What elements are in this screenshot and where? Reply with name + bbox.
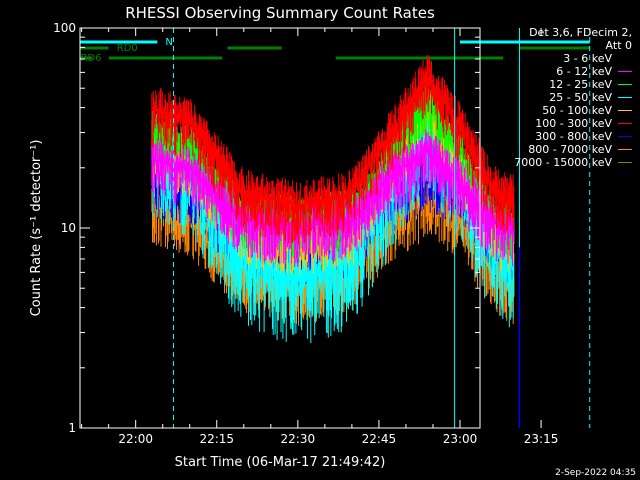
x-axis-label: Start Time (06-Mar-17 21:49:42) [175,455,386,470]
legend-entry: 300 - 800 keV [482,130,632,143]
y-axis-label: Count Rate (s⁻¹ detector⁻¹) [29,140,44,317]
x-tick-label-0: 22:00 [118,432,153,446]
y-tick-label-1: 10 [61,221,76,235]
flag-label-n: N [165,37,172,48]
legend-label: 12 - 25 keV [549,78,612,91]
x-tick-label-5: 23:15 [524,432,559,446]
legend-entry: 6 - 12 keV [482,65,632,78]
legend-entry: 800 - 7000 keV [482,143,632,156]
legend-swatch [618,58,632,59]
legend-entry: 7000 - 15000 keV [482,156,632,169]
legend-header-line-2: Att 0 [605,39,632,52]
footer-timestamp: 2-Sep-2022 04:35 [555,468,636,478]
legend-label: 100 - 300 keV [535,117,612,130]
legend-label: 50 - 100 keV [542,104,612,117]
legend-entry: 100 - 300 keV [482,117,632,130]
series-5 [151,55,515,245]
legend-label: 300 - 800 keV [535,130,612,143]
legend-entry: 25 - 50 keV [482,91,632,104]
flag-label-rd6: RD6 [81,53,102,64]
y-tick-label-0: 1 [68,421,76,435]
legend-entries: 3 - 6 keV 6 - 12 keV 12 - 25 keV 25 - 50 ke… [482,52,632,169]
legend-swatch [618,136,632,137]
legend: Det 3,6, FDecim 2, Att 0 3 - 6 keV 6 - 12… [482,26,632,169]
axes: 22:00 22:15 22:30 22:45 23:00 23:15 1 10 100 [53,21,558,446]
chart-title: RHESSI Observing Summary Count Rates [125,4,435,22]
legend-swatch [618,149,632,150]
y-tick-label-2: 100 [53,21,76,35]
legend-swatch [618,110,632,111]
data-series [151,55,515,344]
x-tick-label-3: 22:45 [362,432,397,446]
legend-swatch [618,123,632,124]
legend-swatch [618,71,632,72]
legend-label: 25 - 50 keV [549,91,612,104]
legend-label: 6 - 12 keV [556,65,612,78]
x-tick-label-4: 23:00 [443,432,478,446]
series-0 [151,71,515,101]
legend-label: 800 - 7000 keV [528,143,612,156]
legend-entry: 50 - 100 keV [482,104,632,117]
flag-bars: N RD0 RD6 [80,37,590,64]
x-tick-label-2: 22:30 [281,432,316,446]
legend-label: 3 - 6 keV [563,52,612,65]
legend-entry: 3 - 6 keV [482,52,632,65]
x-tick-label-1: 22:15 [199,432,234,446]
series-1 [151,129,515,267]
legend-entry: 12 - 25 keV [482,78,632,91]
legend-swatch [618,84,632,85]
legend-swatch [618,162,632,163]
legend-swatch [618,97,632,98]
legend-label: 7000 - 15000 keV [514,156,612,169]
legend-header-line-1: Det 3,6, FDecim 2, [529,26,632,39]
flag-label-rd0: RD0 [117,43,138,54]
